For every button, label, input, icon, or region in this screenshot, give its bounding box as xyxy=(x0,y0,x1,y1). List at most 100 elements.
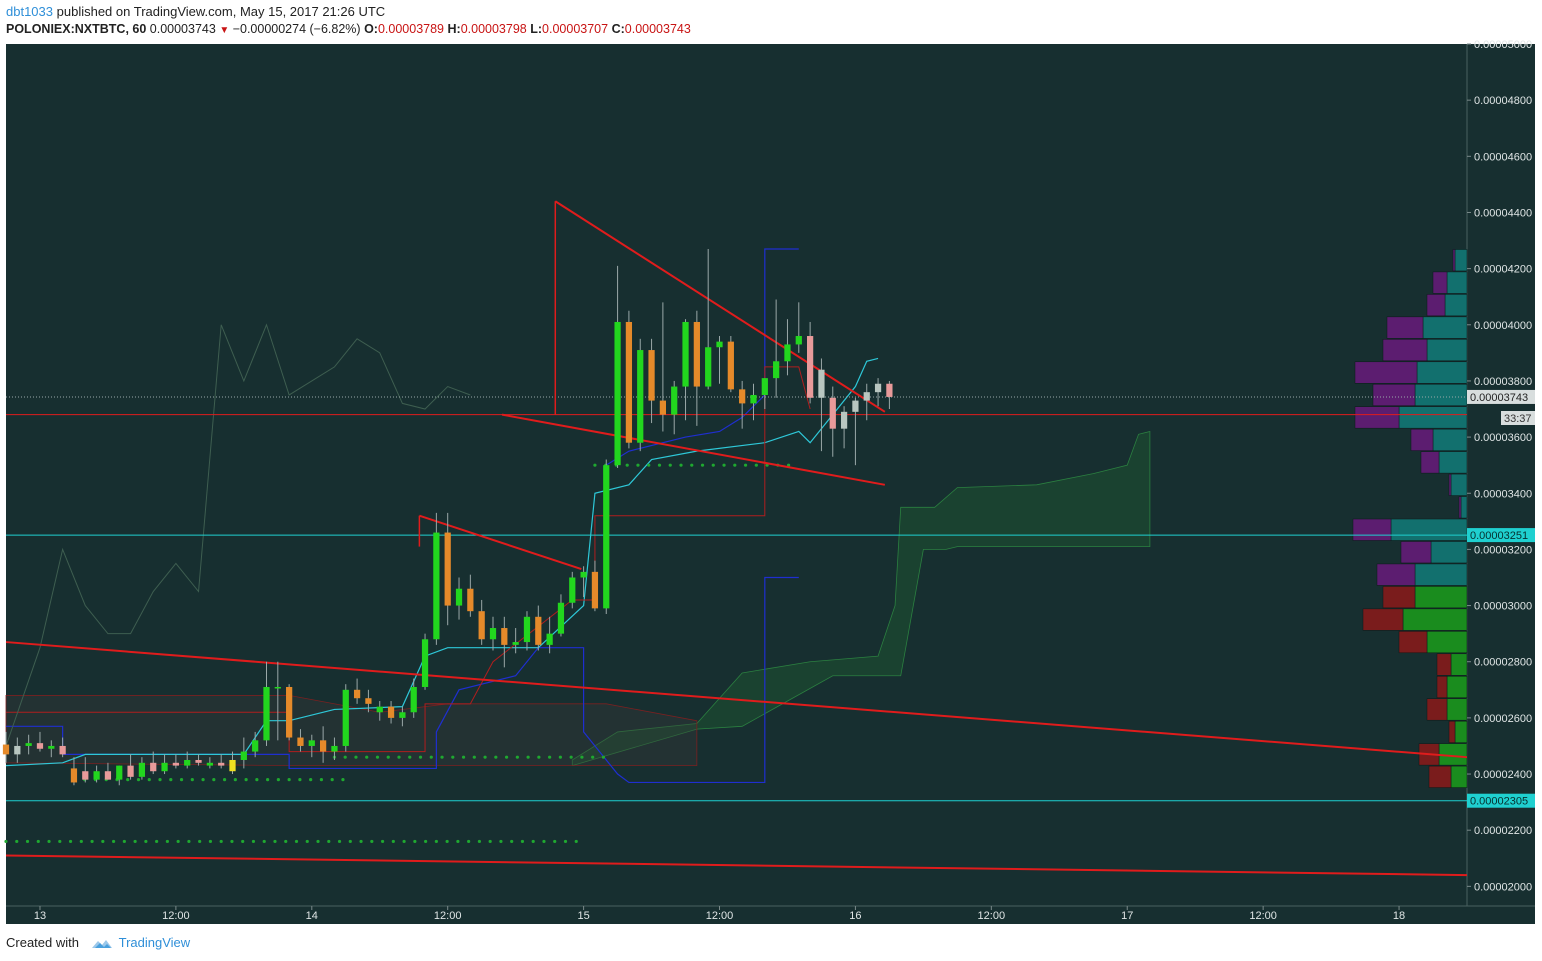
candle-body xyxy=(138,762,146,777)
sar-dot xyxy=(483,755,487,759)
sar-dot xyxy=(179,778,184,782)
candle xyxy=(104,762,112,780)
sar-dot xyxy=(580,755,584,759)
down-arrow-icon: ▼ xyxy=(219,25,230,36)
candle-body xyxy=(376,706,383,713)
volume-up-bar xyxy=(1426,339,1468,362)
volume-up-bar xyxy=(1446,698,1468,721)
sar-dot xyxy=(558,755,562,759)
volume-row xyxy=(1386,316,1468,339)
sar-dot xyxy=(386,755,390,759)
sar-dot xyxy=(219,839,223,844)
candle xyxy=(773,299,780,398)
candle-body xyxy=(150,762,157,772)
sar-dot xyxy=(467,839,471,844)
candle xyxy=(410,678,417,718)
candle-body xyxy=(840,411,848,429)
candle xyxy=(14,737,21,763)
candle xyxy=(286,684,293,741)
author-link[interactable]: dbt1033 xyxy=(6,4,53,19)
sar-dot xyxy=(413,839,417,844)
price-tick-label: 0.00004000 xyxy=(1474,320,1532,332)
tradingview-link[interactable]: TradingView xyxy=(118,935,191,950)
price-chart[interactable]: 0.00005000 0.00004800 0.00004600 0.00004400… xyxy=(0,40,1542,928)
candle-body xyxy=(829,397,836,429)
trendlines[interactable] xyxy=(5,200,1468,877)
sar-dot xyxy=(488,839,492,844)
sar-dot xyxy=(531,839,535,844)
donchian-upper xyxy=(605,248,799,466)
volume-up-bar xyxy=(1450,653,1468,676)
price-tick-label: 0.00002200 xyxy=(1474,825,1532,837)
candle xyxy=(795,302,802,353)
candle-body xyxy=(59,745,66,755)
candle-body xyxy=(410,686,417,713)
candle-body xyxy=(444,532,451,606)
price-tick-label: 0.00005000 xyxy=(1474,40,1532,51)
candle-body xyxy=(535,616,542,645)
candle xyxy=(840,406,848,449)
sar-dot xyxy=(424,839,428,844)
time-tick-label: 13 xyxy=(34,910,46,922)
sar-dot xyxy=(251,839,256,844)
candle-body xyxy=(467,588,474,612)
sar-dot xyxy=(668,463,672,467)
sar-dot xyxy=(273,839,277,844)
sar-dot xyxy=(354,755,358,759)
candle-body xyxy=(184,759,191,766)
sar-dot xyxy=(754,463,758,467)
candle xyxy=(331,737,338,760)
ichimoku-cloud xyxy=(571,430,1151,767)
sar-dot xyxy=(380,839,385,844)
candle-body xyxy=(14,745,21,755)
candle xyxy=(70,757,78,786)
chart-background xyxy=(6,44,1467,906)
volume-row xyxy=(1372,383,1468,406)
candle-body xyxy=(512,642,519,645)
price-label-text: 0.00003743 xyxy=(1470,392,1528,404)
price-label-box xyxy=(1467,389,1535,404)
sar-dot xyxy=(68,839,73,844)
sar-dot xyxy=(165,839,169,844)
sar-dot xyxy=(255,778,259,782)
candle-body xyxy=(603,465,610,609)
candle xyxy=(218,754,225,769)
price-label-text: 0.00003251 xyxy=(1470,530,1528,542)
publish-line: dbt1033 published on TradingView.com, Ma… xyxy=(6,4,385,19)
candle-body xyxy=(739,389,746,404)
candle xyxy=(59,737,66,758)
sar-dot xyxy=(155,839,159,844)
candle xyxy=(195,754,202,766)
sar-dot xyxy=(262,839,266,844)
sar-dot xyxy=(319,778,324,782)
price-label-box xyxy=(1467,528,1535,543)
candle xyxy=(807,321,814,404)
sar-dot xyxy=(284,839,288,844)
sar-dot xyxy=(553,839,557,844)
volume-row xyxy=(1354,406,1468,429)
sar-dot xyxy=(591,755,595,759)
trendline xyxy=(554,200,886,413)
candle xyxy=(648,338,655,424)
candle xyxy=(116,765,123,786)
candle-body xyxy=(591,571,599,609)
candle-body xyxy=(320,740,327,752)
sar-dot xyxy=(190,778,194,782)
candle-body xyxy=(82,771,89,780)
time-tick-label: 12:00 xyxy=(434,910,462,922)
change-value: −0.00000274 (−6.82%) xyxy=(232,22,361,36)
candle xyxy=(501,616,508,668)
sar-dot xyxy=(504,755,509,759)
volume-down-bar xyxy=(1420,451,1440,474)
volume-row xyxy=(1426,294,1468,317)
candle-body xyxy=(195,759,202,763)
volume-row xyxy=(1448,720,1468,743)
sar-dot xyxy=(208,839,213,844)
candle xyxy=(614,265,621,468)
volume-row xyxy=(1376,563,1468,586)
sar-dot xyxy=(472,755,476,759)
volume-up-bar xyxy=(1454,249,1468,272)
price-labels: 0.00003743 33:37 0.00003251 0.00002305 xyxy=(1467,389,1535,808)
candle xyxy=(829,386,836,457)
volume-up-bar xyxy=(1416,361,1468,384)
